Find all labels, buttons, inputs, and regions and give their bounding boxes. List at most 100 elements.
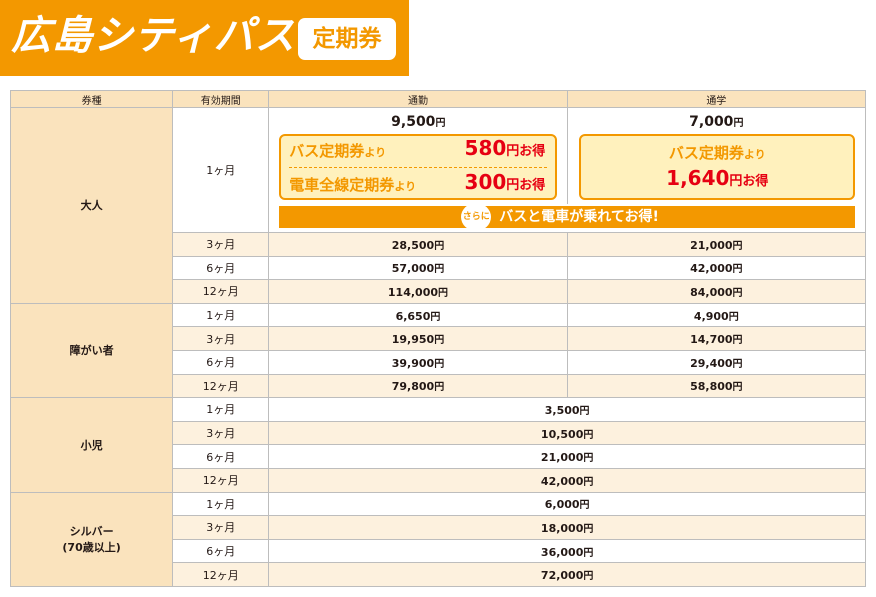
commute-price: 57,000円 xyxy=(268,255,568,281)
price-value: 42,000 xyxy=(540,474,584,488)
yen-unit: 円 xyxy=(732,335,743,347)
savings-label: 電車全線定期券 xyxy=(289,176,395,194)
school-base-value: 7,000 xyxy=(689,114,734,130)
category-disabled: 障がい者 xyxy=(9,302,174,399)
period-cell: 1ヶ月 xyxy=(172,491,270,517)
school-price: 29,400円 xyxy=(566,349,867,375)
commute-savings-amount2: 300円お得 xyxy=(465,170,546,194)
yen-unit: 円 xyxy=(434,240,445,252)
table-row: 障がい者 1ヶ月 6,650円 4,900円 xyxy=(9,302,867,399)
yen-unit: 円 xyxy=(583,476,594,488)
school-price: 21,000円 xyxy=(566,232,867,257)
category-child: 小児 xyxy=(9,397,174,493)
yen-unit: 円 xyxy=(732,358,743,370)
price-value: 10,500 xyxy=(540,427,584,441)
commute-savings-box: バス定期券より 580円お得 電車全線定期券より 300円お得 xyxy=(279,134,558,200)
price-value: 29,400 xyxy=(690,356,733,370)
commute-base-value: 9,500 xyxy=(391,114,436,130)
period-cell: 3ヶ月 xyxy=(172,326,270,351)
table-row: 12ヶ月 114,000円 84,000円 xyxy=(11,279,867,304)
yen-unit: 円 xyxy=(732,264,743,276)
yen-unit: 円 xyxy=(732,382,743,394)
header-school: 通学 xyxy=(566,90,867,108)
price-cell: 10,500円 xyxy=(268,420,866,446)
bonus-bar: さらに バスと電車が乗れてお得! xyxy=(279,203,856,231)
title-banner: 広島シティパス 定期券 xyxy=(0,0,409,76)
yen-unit: 円 xyxy=(583,523,594,535)
period-cell: 6ヶ月 xyxy=(172,444,270,469)
savings-suffix: より xyxy=(394,180,417,193)
commute-savings-amount1: 580円お得 xyxy=(465,136,546,160)
price-value: 36,000 xyxy=(540,545,584,559)
commute-savings-line2: 電車全線定期券より xyxy=(289,174,416,195)
savings-amount: 1,640 xyxy=(666,166,730,190)
savings-tail: 円お得 xyxy=(506,178,546,193)
category-silver: シルバー (70歳以上) xyxy=(9,491,174,587)
commute-price: 39,900円 xyxy=(268,349,568,375)
dashed-divider xyxy=(289,167,548,168)
price-value: 79,800 xyxy=(391,380,435,394)
price-value: 57,000 xyxy=(391,262,435,276)
feature-cell: 9,500円 7,000円 バス定期券より 580円お得 電車全線定期券より xyxy=(268,107,866,233)
table-row: 12ヶ月 79,800円 58,800円 xyxy=(11,373,867,399)
silver-label: シルバー xyxy=(69,525,114,539)
commute-price: 6,650円 xyxy=(268,302,568,328)
commute-base-price: 9,500円 xyxy=(269,114,567,130)
period-cell: 6ヶ月 xyxy=(172,349,270,375)
savings-tail: 円お得 xyxy=(506,144,546,159)
table-row: 12ヶ月 42,000円 xyxy=(11,467,866,493)
yen-unit: 円 xyxy=(583,429,594,441)
school-savings-line1: バス定期券より xyxy=(581,142,853,163)
yen-unit: 円 xyxy=(583,571,594,583)
commute-price: 114,000円 xyxy=(268,279,568,304)
savings-amount: 580 xyxy=(464,136,507,160)
price-cell: 18,000円 xyxy=(268,515,866,540)
period-cell: 1ヶ月 xyxy=(172,302,270,328)
price-value: 19,950 xyxy=(391,333,435,347)
yen-unit: 円 xyxy=(583,547,594,559)
fare-table: 券種 有効期間 通勤 通学 大人 1ヶ月 9,500円 7,000円 バス定期券… xyxy=(9,90,867,587)
period-cell: 1ヶ月 xyxy=(172,397,270,422)
table-row: 6ヶ月 21,000円 xyxy=(11,444,866,469)
commute-price: 28,500円 xyxy=(268,232,568,257)
price-value: 114,000 xyxy=(387,285,439,299)
savings-suffix: より xyxy=(743,148,766,161)
yen-unit: 円 xyxy=(583,453,594,465)
price-value: 3,500 xyxy=(544,403,580,417)
school-price: 14,700円 xyxy=(566,326,867,351)
yen-unit: 円 xyxy=(728,311,739,323)
savings-tail: 円お得 xyxy=(729,174,769,189)
price-value: 72,000 xyxy=(540,569,584,583)
period-cell: 12ヶ月 xyxy=(172,562,270,587)
banner-title: 広島シティパス xyxy=(11,13,296,59)
period-cell: 3ヶ月 xyxy=(172,420,270,446)
table-row: 小児 1ヶ月 3,500円 xyxy=(9,397,866,493)
table-row: 3ヶ月 10,500円 xyxy=(11,420,866,446)
price-value: 6,650 xyxy=(395,309,431,323)
price-cell: 72,000円 xyxy=(268,562,866,587)
table-row: 3ヶ月 19,950円 14,700円 xyxy=(11,326,867,351)
price-cell: 36,000円 xyxy=(268,538,866,564)
period-cell: 1ヶ月 xyxy=(172,107,270,233)
price-cell: 3,500円 xyxy=(268,397,866,422)
school-savings-box: バス定期券より 1,640円お得 xyxy=(579,134,856,200)
yen-unit: 円 xyxy=(430,311,441,323)
price-cell: 21,000円 xyxy=(268,444,866,469)
yen-unit: 円 xyxy=(438,287,449,299)
yen-unit: 円 xyxy=(732,287,743,299)
table-row: 大人 1ヶ月 9,500円 7,000円 バス定期券より 580円お得 xyxy=(9,107,866,304)
price-value: 58,800 xyxy=(690,380,733,394)
feature-area: 9,500円 7,000円 バス定期券より 580円お得 電車全線定期券より xyxy=(269,108,865,232)
yen-unit: 円 xyxy=(435,118,446,129)
header-commute: 通勤 xyxy=(268,90,568,108)
period-cell: 3ヶ月 xyxy=(172,515,270,540)
school-price: 58,800円 xyxy=(566,373,867,399)
yen-unit: 円 xyxy=(434,335,445,347)
period-cell: 3ヶ月 xyxy=(172,232,270,257)
price-value: 14,700 xyxy=(690,333,733,347)
school-price: 42,000円 xyxy=(566,255,867,281)
price-cell: 42,000円 xyxy=(268,467,866,493)
period-cell: 12ヶ月 xyxy=(172,279,270,304)
price-value: 21,000 xyxy=(690,238,733,252)
table-row: 3ヶ月 28,500円 21,000円 xyxy=(11,232,867,257)
